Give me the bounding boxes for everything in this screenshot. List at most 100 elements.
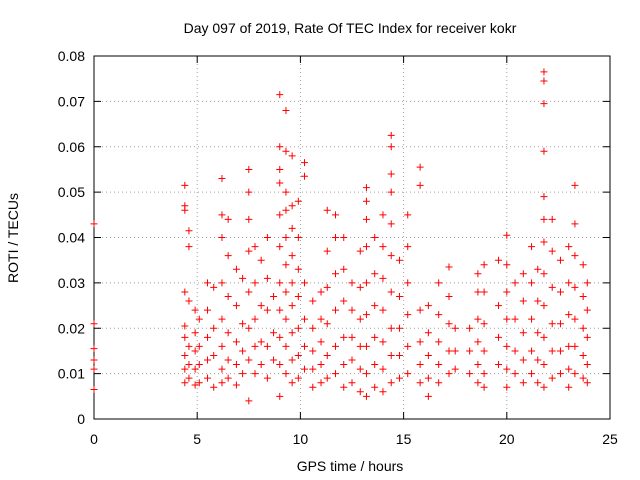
data-point: [331, 370, 339, 378]
data-point: [323, 320, 331, 328]
data-point: [191, 381, 199, 389]
data-point: [356, 283, 364, 291]
data-point: [263, 274, 271, 282]
y-tick-label: 0.03: [58, 275, 85, 291]
data-point: [495, 333, 503, 341]
data-point: [232, 338, 240, 346]
data-point: [204, 333, 212, 341]
data-point: [579, 292, 587, 300]
data-point: [181, 333, 189, 341]
data-point: [323, 247, 331, 255]
data-point: [191, 329, 199, 337]
data-point: [424, 392, 432, 400]
data-point: [435, 311, 443, 319]
data-point: [503, 383, 511, 391]
data-point: [288, 152, 296, 160]
data-point: [90, 220, 98, 228]
y-tick-label: 0.05: [58, 184, 85, 200]
data-point: [387, 143, 395, 151]
data-point: [495, 361, 503, 369]
data-point: [224, 356, 232, 364]
data-point: [404, 279, 412, 287]
data-point: [309, 365, 317, 373]
data-point: [301, 365, 309, 373]
data-point: [534, 356, 542, 364]
data-point: [466, 347, 474, 355]
data-point: [571, 220, 579, 228]
data-point: [340, 234, 348, 241]
data-point: [548, 247, 556, 255]
data-point: [583, 361, 591, 369]
data-point: [571, 342, 579, 350]
data-point: [301, 279, 309, 287]
data-point: [263, 342, 271, 350]
data-point: [445, 320, 453, 328]
data-point: [282, 206, 290, 214]
data-point: [301, 315, 309, 323]
data-point: [185, 361, 193, 369]
data-point: [257, 361, 265, 369]
data-point: [503, 342, 511, 350]
data-point: [90, 356, 98, 364]
data-point: [239, 274, 247, 282]
data-point: [404, 211, 412, 219]
y-tick-label: 0.04: [58, 230, 85, 246]
data-point: [340, 265, 348, 273]
data-point: [445, 263, 453, 271]
data-point: [540, 270, 548, 278]
data-point: [317, 338, 325, 346]
data-point: [181, 379, 189, 387]
data-point: [571, 252, 579, 260]
data-point: [210, 324, 218, 332]
data-point: [195, 361, 203, 369]
data-point: [181, 288, 189, 296]
data-point: [181, 365, 189, 373]
y-tick-label: 0.01: [58, 366, 85, 382]
data-point: [218, 342, 226, 350]
data-point: [251, 342, 259, 350]
data-point: [519, 270, 527, 278]
data-point: [294, 351, 302, 359]
data-point: [288, 379, 296, 387]
data-point: [309, 347, 317, 355]
data-point: [331, 270, 339, 278]
data-point: [270, 292, 278, 300]
data-point: [534, 297, 542, 305]
data-point: [503, 288, 511, 296]
data-point: [191, 365, 199, 373]
data-point: [181, 351, 189, 359]
data-point: [195, 342, 203, 350]
data-point: [191, 347, 199, 355]
data-point: [511, 370, 519, 378]
y-axis-label: ROTI / TECUs: [5, 193, 21, 283]
data-point: [416, 181, 424, 189]
data-point: [540, 238, 548, 246]
data-point: [276, 211, 284, 219]
x-tick-label: 5: [193, 431, 201, 447]
data-point: [379, 365, 387, 373]
data-point: [276, 91, 284, 99]
data-point: [232, 361, 240, 369]
data-point: [379, 243, 387, 251]
data-point: [474, 315, 482, 323]
data-point: [331, 211, 339, 219]
data-point: [224, 292, 232, 300]
data-point: [495, 256, 503, 264]
data-point: [348, 379, 356, 387]
data-point: [301, 172, 309, 180]
data-point: [379, 338, 387, 346]
data-point: [323, 351, 331, 359]
data-point: [239, 347, 247, 355]
data-point: [548, 215, 556, 223]
data-point: [435, 279, 443, 287]
data-point: [565, 383, 573, 391]
data-point: [416, 163, 424, 171]
data-point: [466, 324, 474, 332]
data-point: [579, 261, 587, 269]
data-point: [451, 347, 459, 355]
data-point: [323, 283, 331, 291]
data-point: [424, 374, 432, 382]
data-point: [218, 379, 226, 387]
data-point: [416, 306, 424, 314]
data-point: [435, 338, 443, 346]
